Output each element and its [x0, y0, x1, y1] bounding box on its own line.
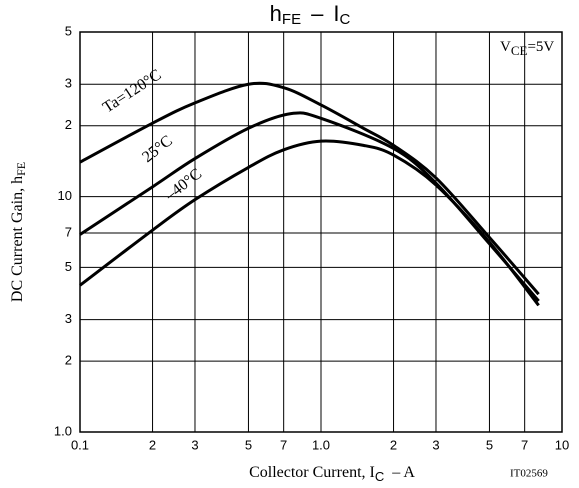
x-tick-label: 2	[390, 437, 397, 452]
title-part: –	[311, 1, 324, 26]
x-tick-label: 10	[555, 437, 569, 452]
x-tick-label: 0.1	[71, 437, 89, 452]
label-part: Collector Current, I	[249, 464, 375, 481]
condition-label: VCE=5V	[500, 39, 554, 58]
series-line	[79, 139, 540, 307]
x-tick-label: 7	[521, 437, 528, 452]
y-tick-label: 5	[65, 259, 72, 274]
y-tick-label: 7	[65, 224, 72, 239]
x-tick-label: 5	[245, 437, 252, 452]
label-part: V	[500, 39, 511, 55]
label-part: C	[375, 469, 384, 484]
figure-code: IT02569	[510, 468, 548, 480]
y-tick-label: 5	[65, 23, 72, 38]
label-part: =5V	[527, 39, 554, 55]
x-tick-label: 7	[280, 437, 287, 452]
chart-title: hFE – IC	[270, 1, 351, 28]
x-tick-label: 3	[432, 437, 439, 452]
title-part: I	[333, 1, 339, 26]
series-line	[79, 81, 540, 296]
label-part: FE	[14, 162, 28, 176]
title-part: C	[339, 11, 350, 28]
x-tick-label: 2	[149, 437, 156, 452]
y-tick-label: 1.0	[54, 423, 72, 438]
y-tick-label: 3	[65, 76, 72, 91]
y-tick-label: 2	[65, 117, 72, 132]
x-tick-label: 1.0	[312, 437, 330, 452]
x-axis-label: Collector Current, IC – A	[249, 464, 415, 485]
plot-frame	[79, 31, 563, 433]
label-part: – A	[391, 464, 415, 481]
title-part: FE	[282, 11, 301, 28]
x-tick-label: 5	[486, 437, 493, 452]
y-tick-label: 3	[65, 311, 72, 326]
label-part: CE	[511, 43, 528, 58]
x-tick-label: 3	[191, 437, 198, 452]
y-tick-label: 10	[58, 188, 72, 203]
label-part: DC Current Gain, h	[9, 176, 26, 302]
y-tick-label: 2	[65, 353, 72, 368]
title-part: h	[270, 1, 282, 26]
y-axis-label: DC Current Gain, hFE	[9, 162, 28, 302]
